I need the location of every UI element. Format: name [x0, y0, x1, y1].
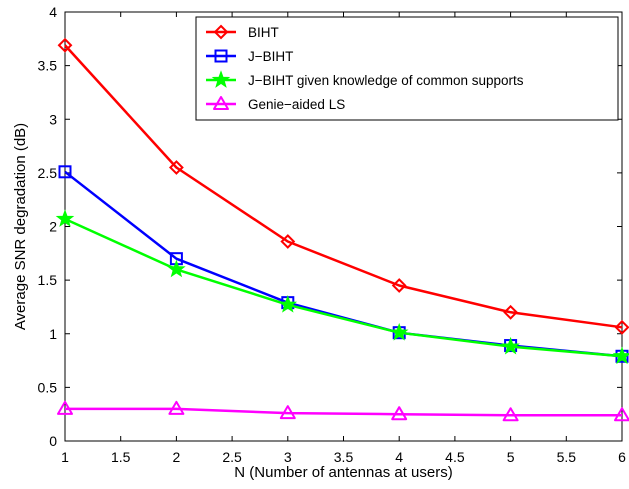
y-tick-label: 0 [49, 433, 57, 449]
legend-marker [211, 70, 231, 88]
data-point-marker [391, 406, 408, 421]
data-point-marker [612, 346, 629, 365]
data-point-marker [279, 405, 296, 420]
data-point-marker [280, 234, 296, 249]
data-point-marker [55, 209, 75, 227]
data-point-marker [57, 400, 73, 415]
series-line [64, 44, 623, 329]
legend: BIHT J−BIHT J−BIHT given knowledge of comm… [195, 16, 619, 121]
series-line [64, 217, 623, 358]
x-tick-label: 6 [618, 449, 626, 465]
data-point-marker [168, 160, 184, 175]
x-tick-label: 4.5 [445, 449, 465, 465]
data-point-marker [58, 165, 72, 179]
x-tick-label: 3 [284, 449, 292, 465]
legend-label: J−BIHT [248, 49, 293, 64]
y-tick-label: 1.5 [38, 272, 58, 288]
y-tick-label: 3.5 [38, 58, 58, 74]
x-axis-label: N (Number of antennas at users) [234, 464, 452, 481]
series-3 [55, 209, 629, 365]
data-point-marker [503, 304, 519, 320]
legend-box [195, 16, 619, 121]
series-line [65, 407, 622, 417]
data-point-marker [278, 295, 298, 313]
series-4 [57, 400, 629, 422]
data-point-marker [502, 407, 519, 422]
x-tick-label: 5.5 [557, 449, 577, 465]
y-tick-label: 3 [49, 111, 57, 127]
x-tick-label: 5 [507, 449, 515, 465]
x-tick-label: 2.5 [222, 449, 242, 465]
axis-ticks: 1 1.5 2 2.5 3 3.5 4 4.5 5 5.5 6 0 0.5 1 1.5 2 2.5 3 3.5 4 [38, 4, 627, 465]
y-tick-label: 1 [49, 326, 57, 342]
series-1 [57, 37, 629, 335]
data-point-marker [57, 37, 73, 53]
data-point-marker [614, 319, 629, 335]
y-tick-label: 4 [49, 4, 57, 20]
data-point-marker [168, 400, 185, 415]
x-tick-label: 1 [61, 449, 69, 465]
series-layer [55, 37, 629, 422]
data-point-marker [167, 259, 186, 278]
x-tick-label: 3.5 [334, 449, 354, 465]
y-tick-label: 2.5 [38, 165, 58, 181]
x-tick-label: 4 [395, 449, 403, 465]
data-point-marker [389, 322, 409, 341]
y-axis-label: Average SNR degradation (dB) [12, 123, 29, 330]
data-point-marker [614, 407, 629, 422]
legend-label: J−BIHT given knowledge of common support… [248, 73, 524, 88]
y-tick-label: 0.5 [38, 379, 58, 395]
x-tick-label: 2 [173, 449, 181, 465]
y-tick-label: 2 [49, 219, 57, 235]
data-point-marker [501, 336, 520, 355]
legend-marker [213, 24, 229, 40]
legend-label: BIHT [248, 25, 279, 40]
legend-marker [213, 96, 229, 110]
data-point-marker [391, 278, 407, 293]
x-tick-label: 1.5 [111, 449, 131, 465]
legend-label: Genie−aided LS [248, 97, 345, 112]
legend-marker [214, 49, 228, 63]
